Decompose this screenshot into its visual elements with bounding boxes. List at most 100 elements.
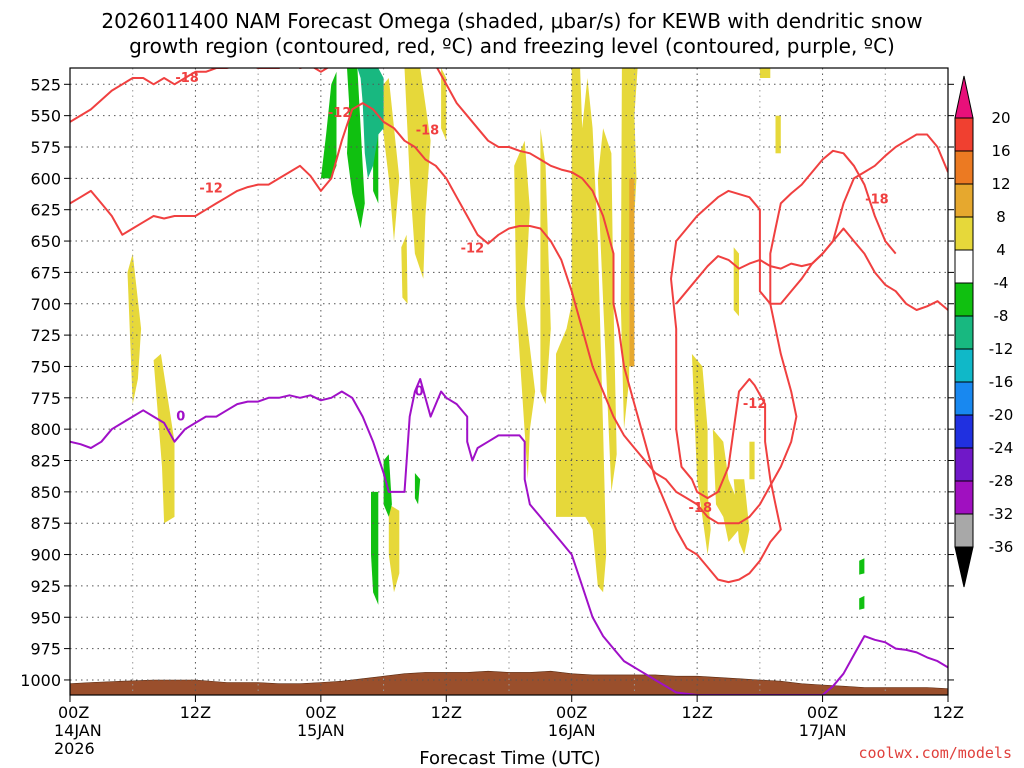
x-tick-label-4: 00Z — [556, 703, 587, 722]
omega_pos_4_8-shaded-region-9 — [556, 68, 607, 593]
dgz_minus12_right-contour — [675, 227, 948, 311]
y-tick-label-900: 900 — [30, 546, 61, 565]
colorbar-label-12: -32 — [989, 505, 1014, 523]
omega_pos_4_8-shaded-region-1 — [153, 353, 175, 524]
colorbar-swatch-9 — [954, 381, 974, 416]
y-tick-label-775: 775 — [30, 389, 61, 408]
chart-title-line1: 2026011400 NAM Forecast Omega (shaded, μ… — [101, 9, 922, 33]
colorbar-label-10: -24 — [989, 439, 1014, 457]
colorbar-label-0: 20 — [991, 109, 1010, 127]
x-year-label-0: 2026 — [54, 739, 95, 758]
omega_pos_4_8-shaded-region-13 — [712, 429, 739, 542]
contour-label-9: 0 — [415, 385, 424, 400]
colorbar-swatch-5 — [954, 249, 974, 284]
colorbar-label-6: -8 — [994, 307, 1009, 325]
x-date-label-0: 14JAN — [54, 721, 102, 740]
colorbar-label-13: -36 — [989, 538, 1014, 556]
colorbar-swatch-4 — [954, 216, 974, 251]
freezing_level_0C-contour — [70, 378, 948, 695]
colorbar-label-8: -16 — [989, 373, 1014, 391]
y-tick-label-650: 650 — [30, 232, 61, 251]
colorbar-swatch-2 — [954, 150, 974, 185]
omega_pos_4_8-shaded-region-15 — [733, 247, 739, 317]
x-tick-label-1: 12Z — [180, 703, 211, 722]
omega_pos_4_8-shaded-region-18 — [775, 115, 781, 154]
colorbar-swatch-12 — [954, 480, 974, 515]
x-date-label-6: 17JAN — [799, 721, 847, 740]
x-tick-label-3: 12Z — [431, 703, 462, 722]
colorbar-label-7: -12 — [989, 340, 1014, 358]
omega_pos_4_8-shaded-region-6 — [441, 68, 447, 141]
omega_neg_8_12-shaded-region-0 — [357, 68, 384, 179]
x-date-label-4: 16JAN — [548, 721, 596, 740]
contour-label-8: 0 — [176, 410, 185, 425]
omega_neg_4_8-shaded-region-5 — [414, 473, 421, 505]
y-tick-label-875: 875 — [30, 514, 61, 533]
x-tick-label-5: 12Z — [681, 703, 712, 722]
colorbar-top-triangle — [954, 75, 974, 119]
omega_pos_4_8-shaded-region-10 — [597, 128, 617, 492]
credit-text: coolwx.com/models — [858, 744, 1012, 762]
y-tick-label-525: 525 — [30, 75, 61, 94]
colorbar-label-11: -28 — [989, 472, 1014, 490]
contour-label-0: -18 — [175, 71, 199, 86]
colorbar-label-4: 4 — [996, 241, 1006, 259]
plot-area: -18 -12 -18 -12 -12 -18 -12 -18 0 0 — [69, 67, 949, 696]
x-tick-label-7: 12Z — [933, 703, 964, 722]
omega_pos_4_8-shaded-region-17 — [759, 68, 771, 78]
y-tick-label-600: 600 — [30, 169, 61, 188]
colorbar-bottom-triangle — [954, 546, 974, 588]
y-tick-label-575: 575 — [30, 138, 61, 157]
colorbar-swatch-8 — [954, 348, 974, 383]
contour-label-1: -12 — [328, 106, 352, 121]
omega_neg_4_8-shaded-region-6 — [859, 558, 865, 575]
colorbar-swatch-7 — [954, 315, 974, 350]
plot-frame — [69, 67, 949, 696]
x-tick-label-2: 00Z — [305, 703, 336, 722]
contour-label-3: -12 — [199, 181, 223, 196]
colorbar-swatch-3 — [954, 183, 974, 218]
colorbar-label-2: 12 — [991, 175, 1010, 193]
colorbar-swatch-11 — [954, 447, 974, 482]
contour-label-5: -18 — [865, 193, 889, 208]
y-tick-label-800: 800 — [30, 420, 61, 439]
colorbar: 20 16 12 8 4 -4 -8 -12 -16 -20 -24 -28 -32 -36 — [954, 75, 1014, 588]
x-date-label-2: 15JAN — [297, 721, 345, 740]
dgz_minus12_left-contour — [70, 102, 897, 525]
y-tick-label-550: 550 — [30, 107, 61, 126]
y-tick-label-975: 975 — [30, 640, 61, 659]
y-tick-label-850: 850 — [30, 483, 61, 502]
omega_pos_4_8-shaded-region-11 — [620, 68, 638, 430]
omega_pos_4_8-shaded-region-3 — [388, 504, 400, 593]
y-tick-label-725: 725 — [30, 326, 61, 345]
y-tick-label-1000: 1000 — [20, 671, 61, 690]
plot-clipped-group: -18 -12 -18 -12 -12 -18 -12 -18 0 0 — [70, 68, 948, 695]
contour-label-7: -18 — [689, 501, 713, 516]
y-tick-label-625: 625 — [30, 201, 61, 220]
colorbar-label-5: -4 — [994, 274, 1009, 292]
omega_pos_4_8-shaded-region-14 — [733, 479, 750, 555]
terrain-fill — [70, 670, 948, 695]
x-tick-label-6: 00Z — [807, 703, 838, 722]
colorbar-label-9: -20 — [989, 406, 1014, 424]
chart-title-line2: growth region (contoured, red, ºC) and f… — [129, 34, 895, 58]
omega_pos_4_8-shaded-region-0 — [127, 253, 142, 405]
omega_pos_4_8-shaded-region-12 — [691, 353, 711, 555]
dgz_minus18_top-contour — [70, 68, 330, 123]
omega_pos_4_8-shaded-region-5 — [401, 234, 408, 304]
contour-label-6: -12 — [743, 397, 767, 412]
colorbar-swatch-6 — [954, 282, 974, 317]
x-axis-label: Forecast Time (UTC) — [419, 748, 600, 768]
y-tick-label-925: 925 — [30, 577, 61, 596]
y-tick-label-675: 675 — [30, 263, 61, 282]
omega_neg_4_8-shaded-region-7 — [859, 595, 865, 610]
dgz_minus18_mid-contour — [436, 68, 948, 584]
colorbar-swatch-1 — [954, 117, 974, 152]
omega_pos_4_8-shaded-region-4 — [404, 68, 431, 279]
colorbar-label-1: 16 — [991, 142, 1010, 160]
colorbar-label-3: 8 — [996, 208, 1006, 226]
x-tick-label-0: 00Z — [58, 703, 89, 722]
omega_neg_4_8-shaded-region-0 — [320, 71, 337, 179]
